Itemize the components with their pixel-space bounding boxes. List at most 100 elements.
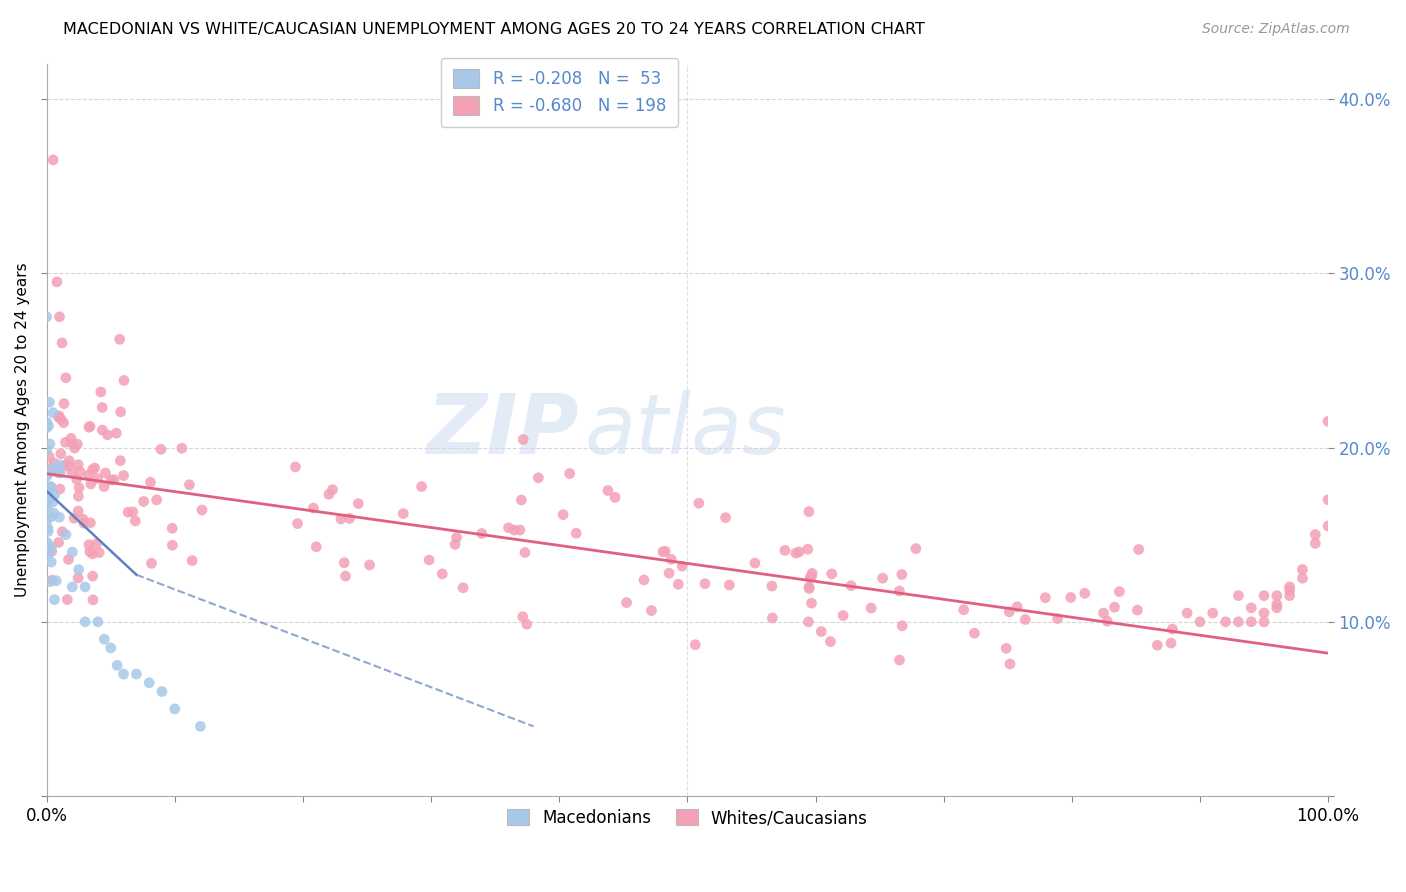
Point [658, 566, 681, 581]
Point [41, 544, 63, 558]
Point [1278, 589, 1301, 603]
Point [145, 492, 167, 507]
Point [1240, 600, 1263, 615]
Point [1227, 615, 1250, 629]
Point [38, 395, 60, 409]
Point [69, 465, 91, 479]
Point [666, 577, 689, 591]
Point [39, 480, 62, 494]
Point [49, 482, 72, 496]
Point [509, 523, 531, 537]
Point [38, 546, 60, 560]
Point [56, 592, 79, 607]
Point [48, 510, 70, 524]
Point [1126, 603, 1149, 617]
Point [1317, 519, 1340, 533]
Point [60, 580, 83, 594]
Point [67, 458, 90, 472]
Point [48, 409, 70, 423]
Point [411, 479, 433, 493]
Point [44, 592, 66, 607]
Point [963, 626, 986, 640]
Point [79, 516, 101, 530]
Point [37, 524, 59, 539]
Point [512, 433, 534, 447]
Point [83, 461, 105, 475]
Point [62, 436, 84, 450]
Point [451, 581, 474, 595]
Point [77, 468, 100, 483]
Point [800, 596, 823, 610]
Point [998, 657, 1021, 671]
Point [117, 505, 139, 519]
Point [38, 541, 60, 555]
Point [49, 447, 72, 461]
Point [138, 675, 160, 690]
Point [640, 603, 662, 617]
Point [432, 566, 454, 581]
Point [1074, 586, 1097, 600]
Point [58, 454, 80, 468]
Point [359, 558, 381, 572]
Point [45, 460, 67, 475]
Point [52, 458, 75, 473]
Point [1278, 583, 1301, 598]
Point [51, 335, 73, 350]
Point [1104, 600, 1126, 615]
Point [91, 401, 114, 415]
Legend: Macedonians, Whites/Caucasians: Macedonians, Whites/Caucasians [499, 801, 876, 835]
Point [79, 545, 101, 559]
Point [72, 512, 94, 526]
Point [785, 546, 807, 560]
Point [329, 512, 352, 526]
Point [952, 603, 974, 617]
Point [1265, 598, 1288, 612]
Point [52, 416, 75, 430]
Point [87, 615, 110, 629]
Point [73, 516, 96, 530]
Point [46, 466, 69, 480]
Point [35, 469, 58, 483]
Point [170, 442, 193, 456]
Point [100, 640, 122, 655]
Point [761, 579, 783, 593]
Point [58, 459, 80, 474]
Point [35, 443, 58, 458]
Point [80, 477, 103, 491]
Point [797, 505, 820, 519]
Point [1265, 600, 1288, 615]
Point [190, 719, 212, 733]
Text: ZIP: ZIP [426, 390, 578, 471]
Point [392, 507, 415, 521]
Point [810, 624, 832, 639]
Point [603, 491, 626, 505]
Point [1161, 622, 1184, 636]
Point [77, 420, 100, 434]
Point [39, 555, 62, 569]
Point [77, 538, 100, 552]
Point [889, 584, 911, 599]
Point [103, 473, 125, 487]
Point [659, 552, 682, 566]
Point [49, 466, 72, 480]
Point [527, 471, 550, 485]
Point [53, 396, 76, 410]
Point [498, 521, 520, 535]
Point [1227, 589, 1250, 603]
Point [60, 431, 83, 445]
Point [302, 501, 325, 516]
Point [1128, 542, 1150, 557]
Point [110, 453, 132, 467]
Point [820, 634, 842, 648]
Point [162, 538, 184, 552]
Point [42, 406, 65, 420]
Point [139, 475, 162, 490]
Point [616, 596, 638, 610]
Point [45, 574, 67, 588]
Point [797, 582, 820, 596]
Point [347, 497, 370, 511]
Point [305, 540, 328, 554]
Point [90, 384, 112, 399]
Point [67, 489, 90, 503]
Point [565, 526, 588, 541]
